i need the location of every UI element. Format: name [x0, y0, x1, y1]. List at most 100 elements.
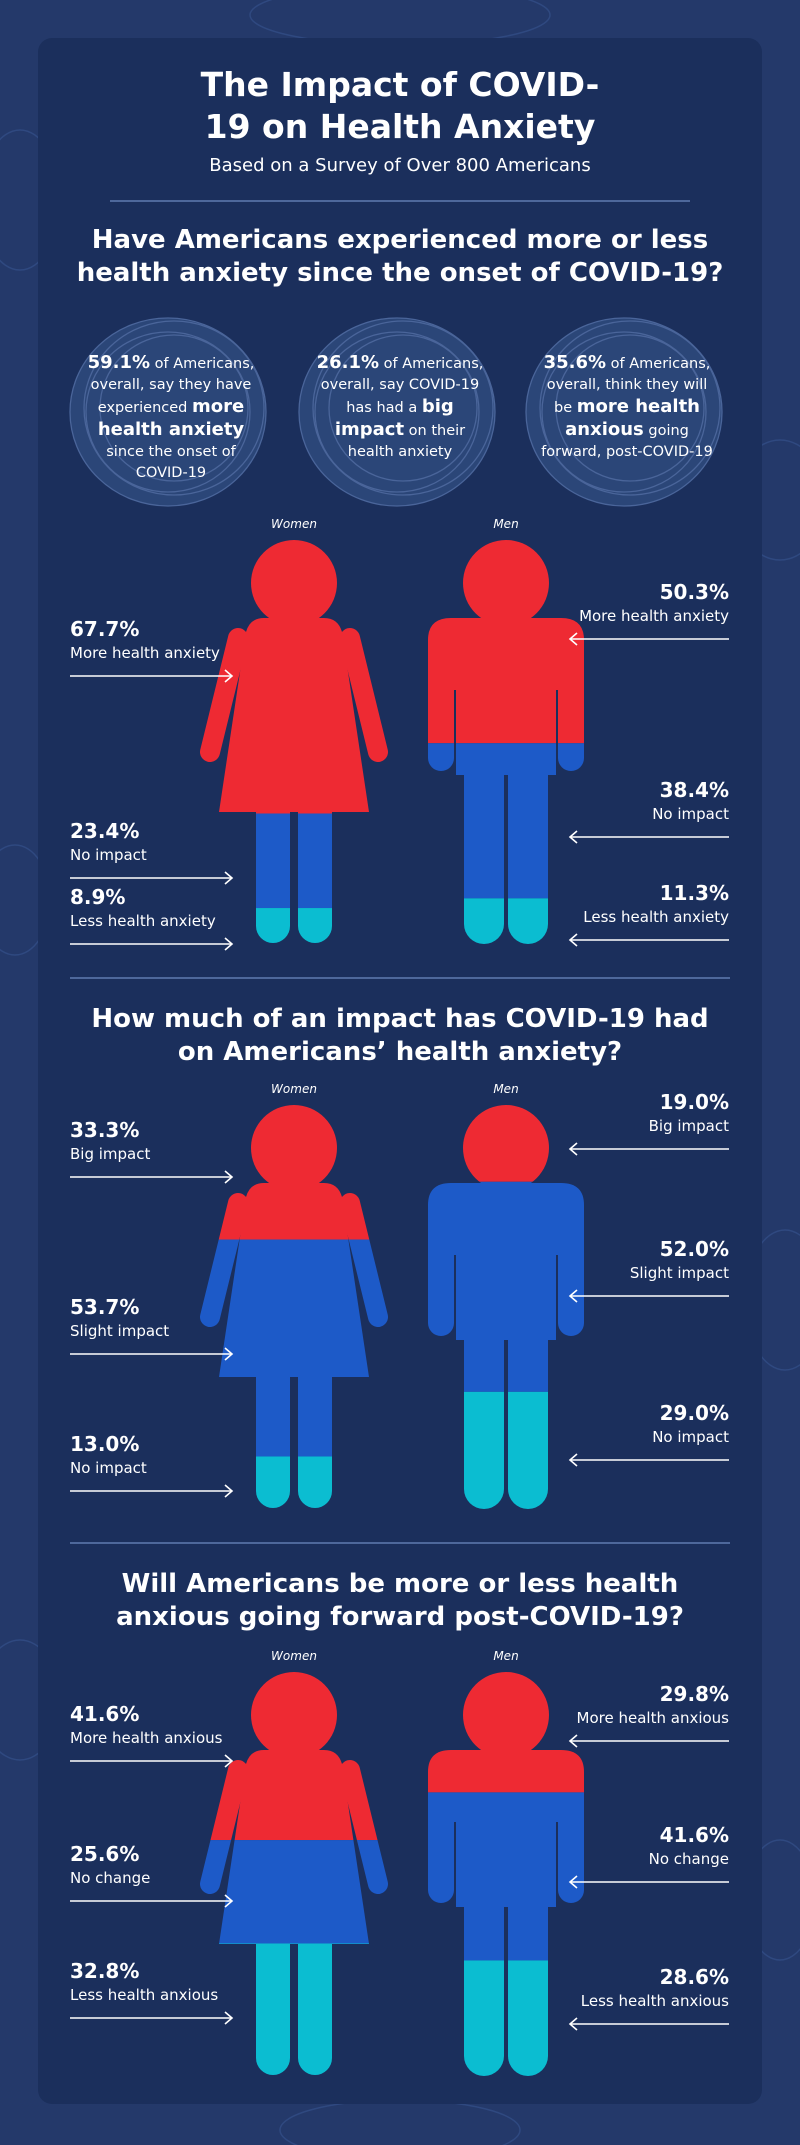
men-label: Men	[493, 517, 518, 531]
value-label: 38.4%	[660, 778, 729, 802]
arrow-head	[224, 1894, 234, 1908]
arrow-head	[224, 2011, 234, 2025]
stat-bold: 59.1%	[87, 352, 151, 373]
value-label: 13.0%	[70, 1432, 139, 1456]
figure-segment	[194, 1840, 394, 1944]
stat-part: of Americans, overall, say they have exp…	[90, 356, 255, 416]
stat-text: 35.6% of Americans, overall, think they …	[538, 352, 716, 463]
arrow-head	[568, 632, 578, 646]
women-label: Women	[271, 1082, 317, 1096]
scribble	[298, 317, 496, 507]
value-label: 33.3%	[70, 1118, 139, 1142]
value-label: 41.6%	[70, 1702, 139, 1726]
stat-bold: 35.6%	[543, 352, 607, 373]
men-label: Men	[493, 1082, 518, 1096]
scribble	[83, 320, 265, 496]
stat-text: 59.1% of Americans, overall, say they ha…	[82, 352, 260, 484]
arrow-head	[568, 1289, 578, 1303]
scribble	[314, 331, 480, 493]
section-heading: How much of an impact has COVID-19 had o…	[91, 1004, 709, 1067]
item-label: No impact	[652, 1428, 729, 1446]
item-label: Less health anxious	[70, 1986, 218, 2004]
figure-segment	[194, 1456, 394, 1509]
item-label: More health anxious	[70, 1729, 223, 1747]
scribble	[69, 317, 267, 507]
item-label: More health anxiety	[579, 607, 729, 625]
men-label: Men	[493, 1649, 518, 1663]
scribble	[312, 320, 494, 496]
figure-segment	[194, 1239, 394, 1457]
item-label: More health anxious	[577, 1709, 730, 1727]
item-label: Less health anxiety	[70, 912, 216, 930]
value-label: 41.6%	[660, 1823, 729, 1847]
arrow-head	[568, 1453, 578, 1467]
value-label: 32.8%	[70, 1959, 139, 1983]
stat-circle	[525, 317, 723, 507]
item-label: No impact	[652, 805, 729, 823]
item-label: No impact	[70, 1459, 147, 1477]
women-figure	[194, 1672, 394, 2076]
figure-segment	[194, 1672, 394, 1841]
value-label: 29.0%	[660, 1401, 729, 1425]
stat-part: since the onset of COVID-19	[106, 444, 236, 481]
arrow-head	[224, 1347, 234, 1361]
section-heading: Will Americans be more or less health an…	[116, 1569, 684, 1632]
stat-bold: big impact	[334, 396, 454, 440]
value-label: 8.9%	[70, 885, 125, 909]
figure-segment	[406, 1391, 606, 1509]
item-label: Big impact	[70, 1145, 150, 1163]
stat-bold: more health anxious	[565, 396, 700, 440]
item-label: Slight impact	[630, 1264, 729, 1282]
section-heading: Have Americans experienced more or less …	[76, 225, 724, 288]
arrow-head	[224, 871, 234, 885]
item-label: Slight impact	[70, 1322, 169, 1340]
women-figure	[194, 540, 394, 944]
item-label: Less health anxiety	[583, 908, 729, 926]
arrow-head	[568, 1734, 578, 1748]
stat-bold: more health anxiety	[97, 396, 245, 440]
value-label: 50.3%	[660, 580, 729, 604]
stat-bold: 26.1%	[316, 352, 380, 373]
men-figure	[406, 540, 606, 944]
item-label: More health anxiety	[70, 644, 220, 662]
stat-text: 26.1% of Americans, overall, say COVID-1…	[311, 352, 489, 463]
value-label: 11.3%	[660, 881, 729, 905]
title: The Impact of COVID-19 on Health Anxiety	[200, 65, 600, 146]
arrow-head	[568, 933, 578, 947]
stat-part: of Americans, overall, say COVID-19 has …	[320, 356, 484, 416]
scribble	[555, 334, 705, 482]
figure-segment	[194, 908, 394, 944]
figure-segment	[194, 813, 394, 909]
scribble	[99, 334, 249, 482]
value-label: 53.7%	[70, 1295, 139, 1319]
arrow-head	[224, 1484, 234, 1498]
value-label: 67.7%	[70, 617, 139, 641]
stat-part: going forward, post-COVID-19	[541, 423, 713, 460]
women-label: Women	[271, 1649, 317, 1663]
arrow-head	[568, 1142, 578, 1156]
value-label: 25.6%	[70, 1842, 139, 1866]
arrow-head	[224, 937, 234, 951]
value-label: 29.8%	[660, 1682, 729, 1706]
arrow-head	[568, 1875, 578, 1889]
stat-circle	[298, 317, 496, 507]
scribble	[539, 320, 721, 496]
arrow-head	[224, 1754, 234, 1768]
value-label: 19.0%	[660, 1090, 729, 1114]
value-label: 52.0%	[660, 1237, 729, 1261]
arrow-head	[224, 1170, 234, 1184]
arrow-head	[568, 2017, 578, 2031]
figure-segment	[406, 1672, 606, 1793]
subtitle: Based on a Survey of Over 800 Americans	[209, 155, 591, 176]
item-label: No change	[70, 1869, 150, 1887]
figure-segment	[406, 1792, 606, 1961]
women-figure	[194, 1105, 394, 1509]
dividers	[70, 200, 730, 1544]
value-label: 28.6%	[660, 1965, 729, 1989]
figure-segment	[194, 1105, 394, 1240]
women-label: Women	[271, 517, 317, 531]
item-label: Big impact	[649, 1117, 729, 1135]
value-label: 23.4%	[70, 819, 139, 843]
